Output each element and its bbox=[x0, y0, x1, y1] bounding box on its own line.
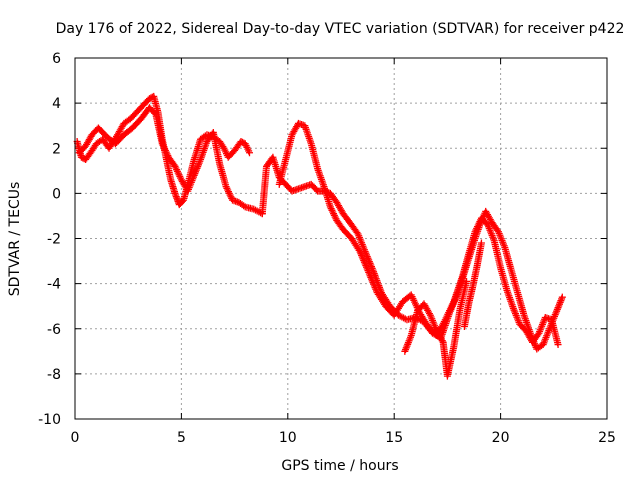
data-points bbox=[73, 92, 566, 380]
data-point bbox=[240, 202, 248, 210]
x-tick-label: 10 bbox=[279, 430, 297, 446]
y-tick-label: 0 bbox=[52, 186, 61, 202]
y-tick-label: -10 bbox=[38, 412, 61, 428]
y-tick-label: -8 bbox=[47, 367, 61, 383]
data-point bbox=[438, 337, 446, 345]
series-group bbox=[460, 239, 485, 330]
y-tick-label: 4 bbox=[52, 96, 61, 112]
data-point bbox=[477, 239, 485, 247]
y-tick-label: -4 bbox=[47, 277, 61, 293]
y-tick-label: 2 bbox=[52, 141, 61, 157]
data-point bbox=[558, 293, 566, 301]
series-group bbox=[73, 92, 253, 209]
plot-frame bbox=[74, 57, 608, 420]
grid bbox=[75, 58, 607, 419]
x-tick-label: 5 bbox=[177, 430, 186, 446]
series-group bbox=[401, 277, 471, 380]
y-tick-label: 6 bbox=[52, 51, 61, 67]
x-tick-label: 20 bbox=[492, 430, 510, 446]
data-point bbox=[425, 310, 433, 318]
x-tick-label: 25 bbox=[598, 430, 616, 446]
y-axis-label: SDTVAR / TECUs bbox=[7, 182, 23, 297]
data-point bbox=[554, 341, 562, 349]
y-tick-label: -6 bbox=[47, 322, 61, 338]
data-point bbox=[463, 277, 471, 285]
x-axis-label: GPS time / hours bbox=[281, 458, 398, 474]
x-tick-label: 0 bbox=[71, 430, 80, 446]
data-point bbox=[245, 149, 253, 157]
x-tick-label: 15 bbox=[385, 430, 403, 446]
y-tick-label: -2 bbox=[47, 232, 61, 248]
series-group bbox=[75, 104, 266, 218]
series-group bbox=[275, 119, 562, 349]
chart-title: Day 176 of 2022, Sidereal Day-to-day VTE… bbox=[56, 21, 625, 37]
data-point bbox=[151, 109, 159, 117]
axis-ticks: 0 5 10 15 20 25 -10 -8 -6 -4 -2 0 2 4 6 bbox=[38, 51, 616, 446]
